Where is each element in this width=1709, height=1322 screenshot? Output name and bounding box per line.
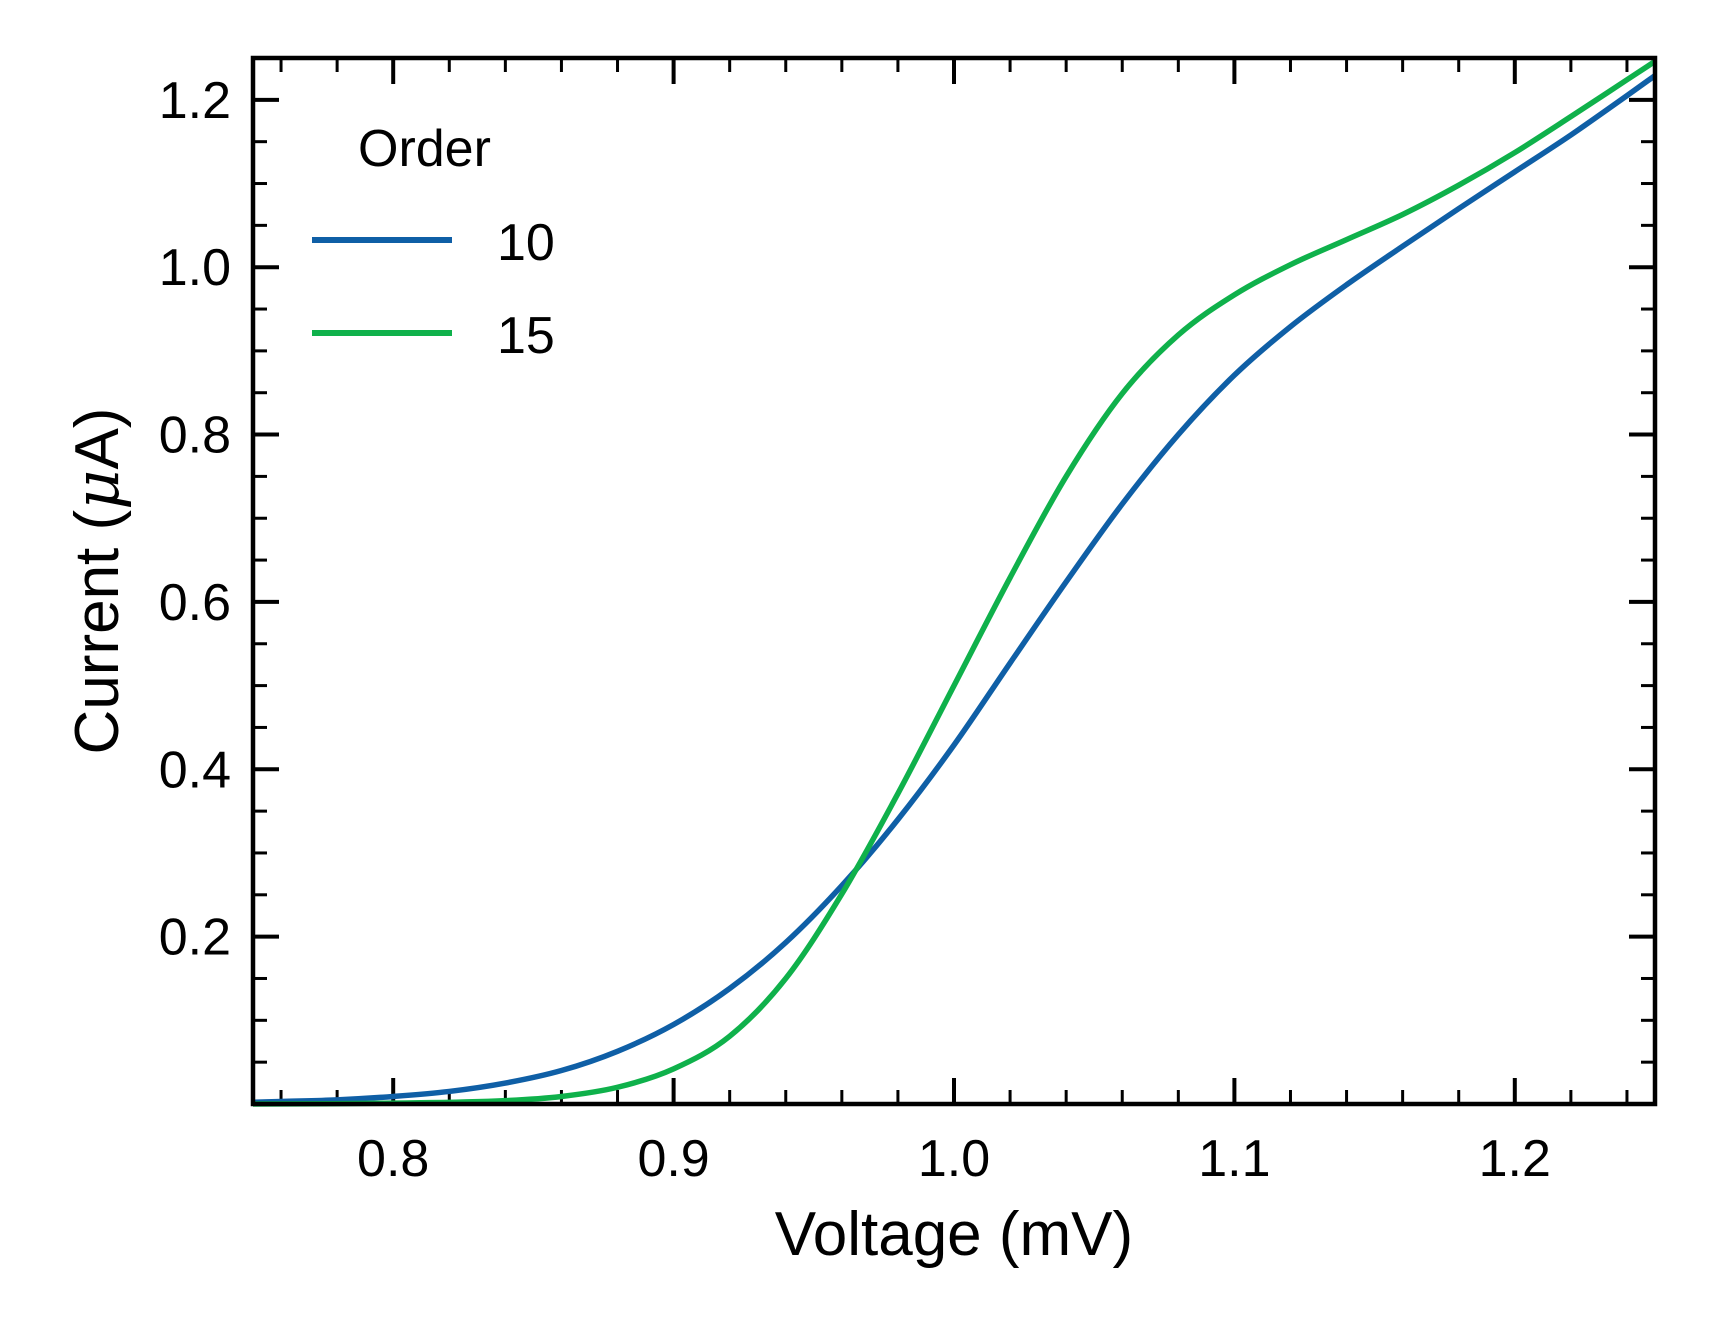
x-tick-label: 0.8 — [357, 1130, 429, 1188]
x-axis-label: Voltage (mV) — [775, 1200, 1133, 1269]
x-tick-label: 0.9 — [637, 1130, 709, 1188]
x-tick-label: 1.2 — [1479, 1130, 1551, 1188]
legend: Order 10 15 — [312, 120, 555, 365]
series-lines — [252, 59, 1657, 1107]
x-tick-label: 1.0 — [918, 1130, 990, 1188]
y-tick-label: 1.2 — [159, 72, 231, 130]
x-tick-labels: 0.8 0.9 1.0 1.1 1.2 — [357, 1130, 1551, 1188]
y-tick-labels: 0.2 0.4 0.6 0.8 1.0 1.2 — [159, 72, 231, 967]
y-tick-label: 0.4 — [159, 741, 231, 799]
plot-frame — [250, 55, 1658, 1107]
y-axis-label-suffix: A) — [63, 408, 132, 470]
y-axis-label-prefix: Current ( — [63, 509, 132, 754]
minor-ticks — [253, 58, 1655, 1104]
x-tick-label: 1.1 — [1198, 1130, 1270, 1188]
y-axis-label-mu: μ — [60, 470, 133, 510]
y-tick-label: 1.0 — [159, 239, 231, 297]
y-tick-label: 0.6 — [159, 574, 231, 632]
series-line-15 — [252, 59, 1657, 1107]
legend-label-10: 10 — [497, 214, 555, 272]
legend-title: Order — [358, 120, 491, 178]
legend-label-15: 15 — [497, 307, 555, 365]
y-tick-label: 0.8 — [159, 407, 231, 465]
y-tick-label: 0.2 — [159, 909, 231, 967]
series-line-10 — [252, 73, 1657, 1106]
y-axis-label: Current (μA) — [60, 408, 133, 755]
major-ticks — [253, 58, 1655, 1104]
